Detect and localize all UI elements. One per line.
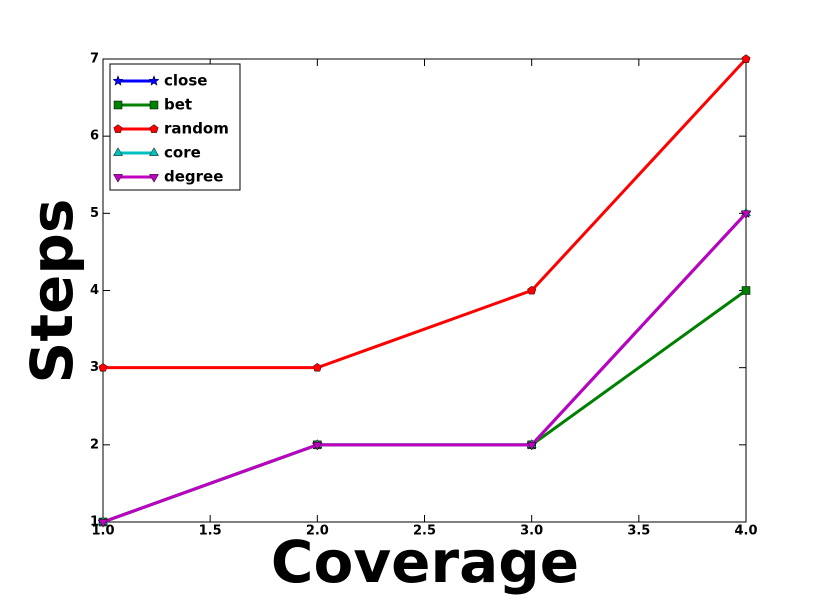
x-tick-label: 1.0 (91, 524, 114, 539)
data-point (527, 285, 537, 295)
legend-box (109, 63, 241, 191)
legend-marker (113, 100, 123, 110)
legend-marker (149, 174, 159, 183)
x-axis-label: Coverage (271, 528, 579, 596)
legend-marker (149, 147, 159, 156)
data-point (312, 362, 322, 372)
series-line (102, 212, 748, 524)
legend-label: core (164, 144, 201, 162)
legend-marker (113, 124, 123, 133)
y-tick-label: 5 (90, 206, 99, 221)
data-point (741, 54, 751, 63)
x-tick-label: 1.5 (199, 524, 222, 539)
legend-marker (149, 100, 159, 110)
y-tick-label: 1 (90, 515, 99, 530)
data-point (741, 210, 751, 220)
legend-marker (113, 147, 123, 156)
data-point (312, 441, 323, 451)
data-point (98, 519, 108, 528)
legend-marker (112, 75, 124, 86)
data-point (741, 286, 751, 295)
legend-label: close (164, 72, 207, 90)
data-point (98, 362, 108, 372)
y-tick-label: 4 (90, 283, 99, 298)
legend-marker (149, 124, 159, 133)
x-tick-label: 3.0 (520, 524, 543, 539)
legend-label: degree (164, 168, 223, 186)
data-point (526, 441, 537, 451)
y-tick-label: 3 (90, 360, 99, 375)
x-tick-label: 4.0 (734, 524, 757, 539)
legend-label: random (164, 120, 229, 138)
legend-label: bet (164, 96, 192, 114)
y-axis-label: Steps (18, 199, 86, 384)
legend-marker (113, 174, 123, 183)
x-tick-label: 2.0 (306, 524, 329, 539)
x-tick-label: 2.5 (413, 524, 436, 539)
x-tick-label: 3.5 (627, 524, 650, 539)
y-tick-label: 6 (90, 129, 99, 144)
y-tick-label: 2 (90, 437, 99, 452)
legend-marker (148, 75, 160, 86)
y-tick-label: 7 (90, 52, 99, 67)
series-line (103, 57, 748, 370)
